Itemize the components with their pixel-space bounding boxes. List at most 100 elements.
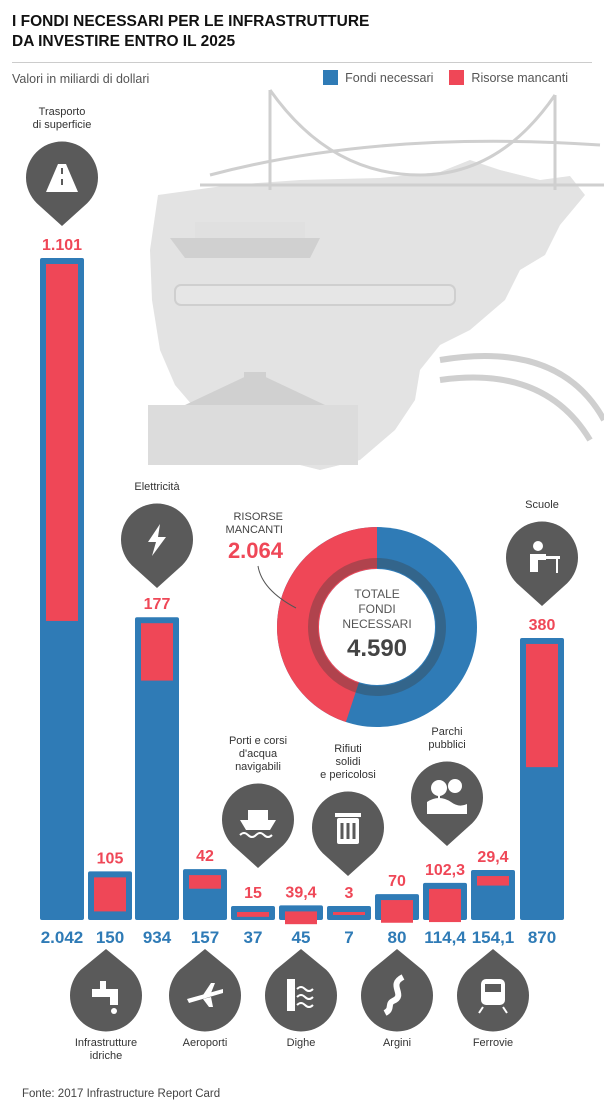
road-icon — [46, 164, 78, 192]
category-label: Parchi — [431, 726, 462, 738]
school-icon — [530, 541, 560, 573]
ship-icon — [239, 810, 276, 838]
category-label: Rifiuti — [334, 743, 362, 755]
building-drawing — [148, 372, 358, 465]
category-label: di superficie — [33, 119, 92, 131]
pin-shape — [265, 949, 337, 1032]
ship-pin — [222, 783, 294, 868]
pin-shape — [506, 521, 578, 606]
trash-icon — [335, 813, 361, 844]
park-icon — [427, 779, 467, 814]
background-illustration — [148, 89, 604, 470]
bridge-drawing — [200, 89, 604, 190]
subtitle: Valori in miliardi di dollari — [12, 72, 150, 86]
lightning-pin — [121, 503, 194, 588]
category-label: Scuole — [525, 499, 559, 511]
bar-risorse — [429, 888, 461, 923]
park-pin — [411, 761, 483, 846]
value-label-risorse: 3 — [345, 885, 354, 902]
value-label-risorse: 70 — [388, 873, 406, 890]
value-label-risorse: 380 — [529, 617, 556, 634]
legend-swatch-risorse — [449, 70, 465, 85]
legend: Fondi necessari Risorse mancanti — [307, 70, 568, 85]
train-icon — [478, 979, 508, 1014]
airplane-icon — [187, 983, 223, 1007]
pin-shape — [169, 949, 241, 1032]
bar-risorse — [477, 876, 509, 886]
train-drawing — [174, 284, 456, 306]
category-label: Elettricità — [134, 481, 180, 493]
bar-fondi — [135, 617, 179, 920]
value-label-risorse: 1.101 — [42, 237, 82, 254]
divider — [12, 62, 592, 63]
levee-pin — [361, 949, 434, 1032]
value-label-risorse: 102,3 — [425, 862, 465, 879]
source-note: Fonte: 2017 Infrastructure Report Card — [22, 1088, 221, 1100]
value-label-fondi: 80 — [388, 928, 407, 947]
donut-inner-ring — [308, 558, 446, 696]
dam-pin — [265, 949, 337, 1032]
value-label-risorse: 177 — [144, 596, 171, 613]
category-label: idriche — [90, 1050, 122, 1062]
donut-center-text: TOTALE FONDI NECESSARI 4.590 — [342, 587, 411, 662]
road-pin — [25, 141, 98, 226]
donut-totale-line3: NECESSARI — [342, 617, 411, 631]
value-label-risorse: 39,4 — [285, 884, 316, 901]
donut-totale-value: 4.590 — [347, 635, 407, 662]
value-label-fondi: 2.042 — [41, 928, 84, 947]
bar-risorse — [237, 912, 269, 917]
value-label-risorse: 15 — [244, 885, 262, 902]
donut-hole — [319, 569, 435, 685]
page-title: I FONDI NECESSARI PER LE INFRASTRUTTURE … — [12, 12, 369, 52]
faucet-pin — [70, 949, 143, 1032]
train-pin — [457, 949, 529, 1032]
category-label: d'acqua — [239, 748, 278, 760]
rail-track-drawing — [439, 353, 604, 442]
donut-risorse-label1: RISORSE — [233, 511, 283, 523]
bar-risorse — [285, 911, 317, 925]
category-label: Trasporto — [39, 106, 86, 118]
donut-chart — [277, 527, 477, 727]
category-label: Porti e corsi — [229, 735, 287, 747]
category-label: e pericolosi — [320, 769, 376, 781]
bar-risorse — [94, 877, 126, 912]
bar-risorse — [46, 264, 78, 621]
donut-risorse-callout: RISORSE MANCANTI 2.064 — [226, 511, 297, 609]
value-label-fondi: 934 — [143, 928, 172, 947]
donut-totale-line1: TOTALE — [354, 587, 400, 601]
title-line-2: DA INVESTIRE ENTRO IL 2025 — [12, 33, 236, 50]
category-label: Dighe — [287, 1037, 316, 1049]
value-label-fondi: 114,4 — [424, 928, 466, 947]
donut-totale-line2: FONDI — [358, 602, 395, 616]
value-label-fondi: 157 — [191, 928, 219, 947]
bar-risorse — [526, 643, 558, 768]
school-pin — [506, 521, 578, 606]
category-label: Ferrovie — [473, 1037, 513, 1049]
faucet-icon — [92, 981, 118, 1014]
legend-swatch-fondi — [323, 70, 339, 85]
bar-risorse — [381, 900, 413, 923]
levee-icon — [383, 974, 405, 1016]
value-label-risorse: 105 — [97, 850, 124, 867]
value-label-fondi: 7 — [344, 928, 353, 947]
trash-pin — [311, 791, 384, 876]
value-label-fondi: 154,1 — [472, 928, 515, 947]
category-label: Aeroporti — [183, 1037, 228, 1049]
legend-item-fondi: Fondi necessari — [323, 70, 433, 85]
donut-callout-line — [257, 565, 297, 609]
value-label-risorse: 42 — [196, 848, 214, 865]
legend-item-risorse: Risorse mancanti — [449, 70, 568, 85]
category-label: pubblici — [428, 739, 465, 751]
value-label-fondi: 870 — [528, 928, 556, 947]
bar-risorse — [141, 623, 173, 681]
category-label: Argini — [383, 1037, 411, 1049]
category-label: Infrastrutture — [75, 1037, 137, 1049]
bar-risorse — [333, 912, 365, 915]
donut-segment-risorse — [277, 527, 377, 723]
title-line-1: I FONDI NECESSARI PER LE INFRASTRUTTURE — [12, 13, 370, 30]
value-label-risorse: 29,4 — [477, 849, 508, 866]
bar-risorse — [189, 875, 221, 889]
legend-label-risorse: Risorse mancanti — [471, 70, 568, 85]
donut-risorse-value: 2.064 — [228, 538, 284, 563]
